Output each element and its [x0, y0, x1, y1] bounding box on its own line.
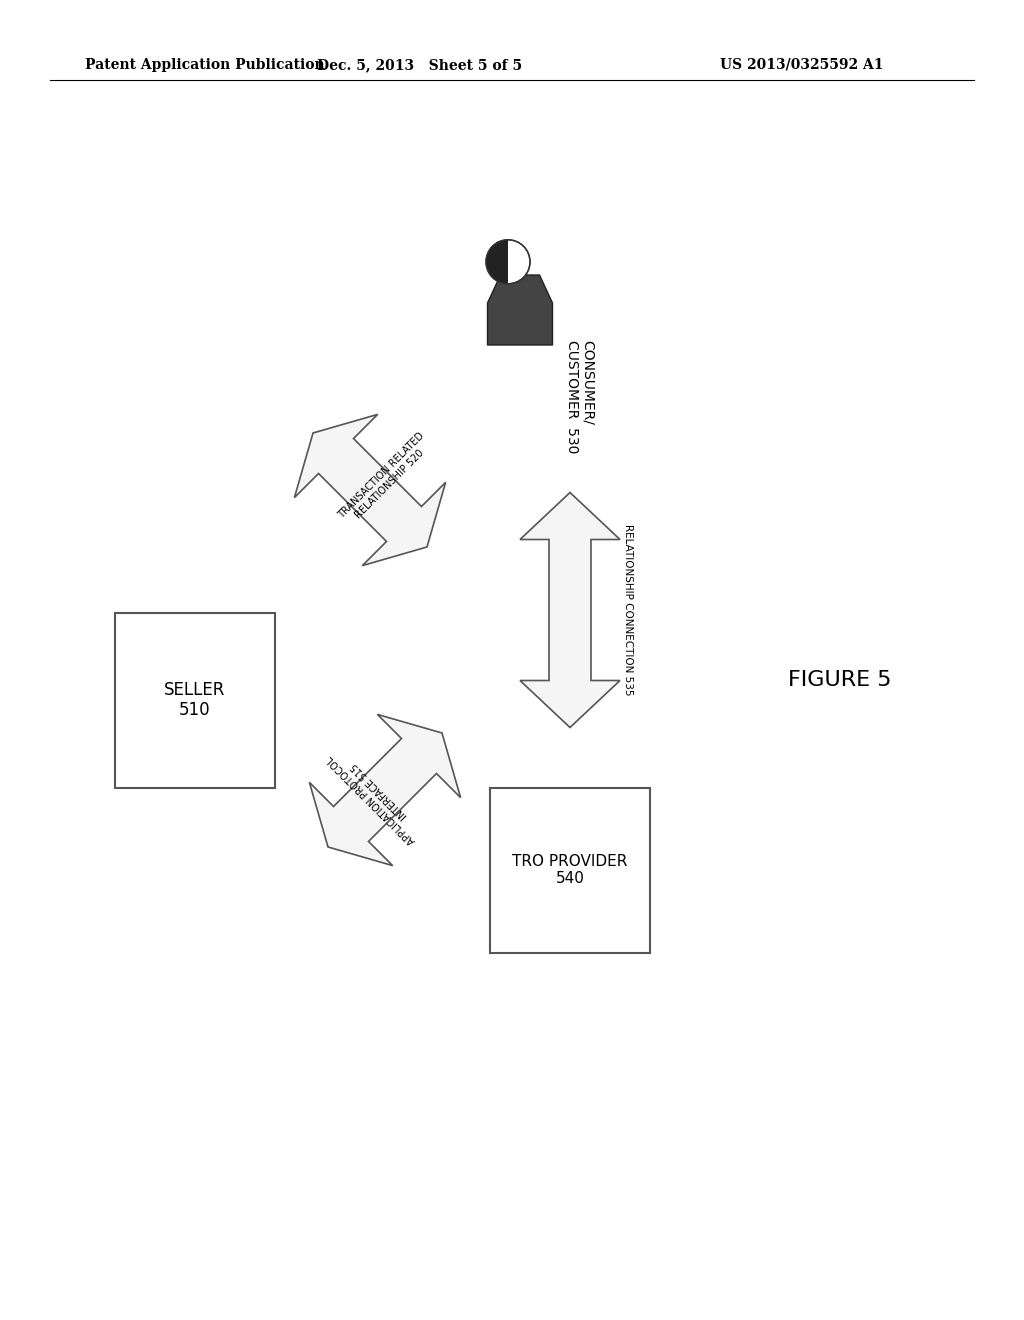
Circle shape [486, 240, 530, 284]
Polygon shape [520, 492, 620, 727]
Text: US 2013/0325592 A1: US 2013/0325592 A1 [720, 58, 884, 73]
Polygon shape [294, 414, 445, 566]
Text: FIGURE 5: FIGURE 5 [788, 671, 892, 690]
Polygon shape [487, 275, 553, 345]
Text: Patent Application Publication: Patent Application Publication [85, 58, 325, 73]
Bar [115, 612, 275, 788]
Bar [490, 788, 650, 953]
Text: APPLICATION PROTOCOL
INTERFACE 515: APPLICATION PROTOCOL INTERFACE 515 [325, 744, 425, 845]
Text: TRANSACTION RELATED
RELATIONSHIP 520: TRANSACTION RELATED RELATIONSHIP 520 [336, 432, 434, 529]
Text: RELATIONSHIP CONNECTION 535: RELATIONSHIP CONNECTION 535 [623, 524, 633, 696]
Text: Dec. 5, 2013   Sheet 5 of 5: Dec. 5, 2013 Sheet 5 of 5 [317, 58, 522, 73]
Text: SELLER
510: SELLER 510 [164, 681, 225, 719]
Text: TRO PROVIDER
540: TRO PROVIDER 540 [512, 854, 628, 886]
Text: CONSUMER/
CUSTOMER  530: CONSUMER/ CUSTOMER 530 [565, 341, 595, 453]
Polygon shape [309, 714, 461, 866]
Polygon shape [486, 240, 508, 284]
